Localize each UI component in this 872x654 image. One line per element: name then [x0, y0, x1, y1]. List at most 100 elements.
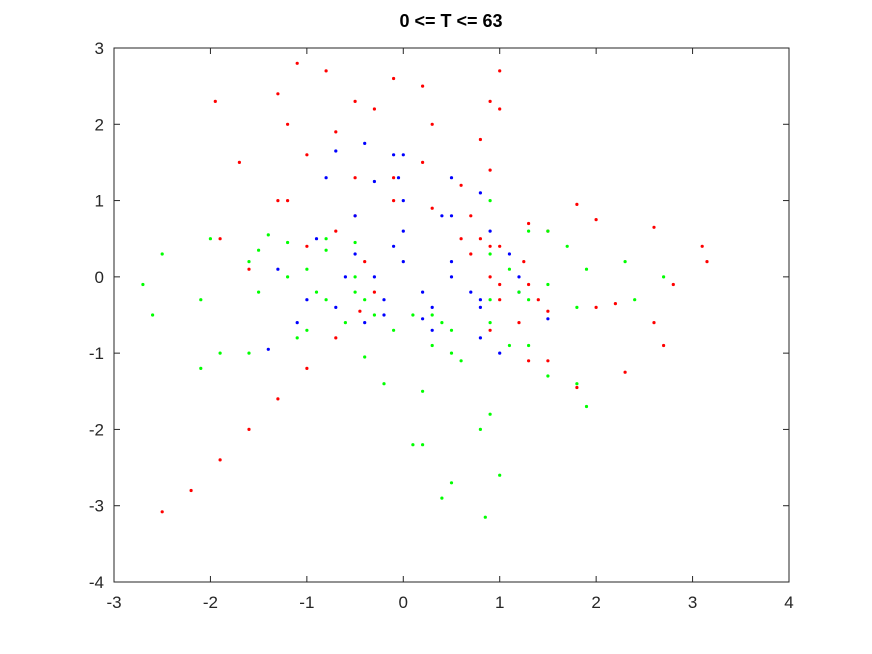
data-point-1-11: [478, 336, 482, 340]
x-tick-label: 3: [688, 593, 697, 612]
data-point-1-16: [421, 317, 425, 321]
y-tick-label: 2: [95, 115, 104, 134]
data-point-0-9: [363, 260, 367, 264]
data-point-2-59: [546, 282, 550, 287]
y-tick-label: -4: [89, 573, 104, 592]
data-point-2-0: [141, 282, 145, 287]
series-2: [141, 199, 666, 519]
data-point-0-10: [334, 229, 338, 233]
data-point-2-10: [363, 298, 367, 302]
x-tick-label: 1: [495, 593, 504, 612]
data-point-1-19: [546, 317, 550, 321]
data-point-1-36: [440, 214, 444, 218]
data-point-0-53: [613, 302, 618, 306]
data-point-2-35: [440, 321, 444, 325]
data-point-1-40: [430, 305, 434, 309]
data-point-0-60: [536, 298, 540, 302]
data-point-2-57: [565, 244, 569, 248]
data-point-1-5: [372, 179, 376, 184]
data-point-0-4: [276, 397, 280, 401]
data-point-0-22: [295, 61, 299, 65]
y-tick-label: -1: [89, 344, 104, 363]
data-point-2-37: [382, 382, 386, 386]
data-point-2-63: [324, 298, 328, 302]
data-point-1-31: [421, 290, 425, 294]
data-point-2-34: [459, 359, 463, 363]
data-point-1-4: [396, 176, 401, 180]
data-point-2-65: [324, 248, 328, 252]
data-point-0-61: [498, 282, 502, 287]
data-point-1-34: [449, 176, 454, 180]
data-point-2-54: [517, 290, 521, 294]
data-point-0-59: [594, 305, 598, 309]
data-point-0-50: [700, 244, 704, 248]
data-point-0-54: [546, 309, 550, 313]
data-point-0-36: [488, 99, 492, 103]
data-point-1-39: [382, 298, 386, 302]
data-point-1-27: [353, 252, 357, 256]
data-point-0-67: [469, 252, 473, 256]
data-point-2-64: [353, 275, 357, 279]
x-tick-label: -3: [106, 593, 121, 612]
series-1: [266, 141, 550, 355]
data-point-1-9: [382, 313, 386, 317]
data-point-1-8: [334, 305, 338, 309]
data-point-0-49: [652, 225, 656, 229]
y-tick-label: 1: [95, 192, 104, 211]
data-point-0-20: [286, 122, 290, 126]
data-point-1-20: [314, 237, 319, 241]
y-tick-label: -2: [89, 420, 104, 439]
data-point-0-38: [498, 107, 502, 111]
data-point-1-22: [401, 199, 405, 203]
data-point-0-26: [305, 153, 309, 157]
data-point-2-42: [488, 321, 492, 325]
data-point-1-26: [517, 275, 521, 279]
data-point-1-21: [353, 214, 357, 218]
data-point-2-6: [151, 313, 155, 317]
data-point-0-57: [662, 343, 666, 348]
data-point-1-12: [498, 351, 502, 355]
data-point-1-10: [430, 328, 434, 332]
data-point-0-7: [358, 309, 362, 313]
data-point-0-32: [421, 160, 425, 164]
data-point-2-32: [498, 473, 502, 477]
data-point-2-53: [575, 305, 579, 309]
data-point-1-13: [276, 267, 280, 271]
y-tick-label: 3: [95, 39, 104, 58]
data-point-2-26: [449, 328, 454, 332]
data-point-1-25: [507, 252, 511, 256]
data-point-2-29: [421, 443, 425, 447]
data-point-0-3: [247, 427, 251, 431]
data-point-0-11: [286, 199, 290, 203]
data-point-1-0: [324, 176, 328, 180]
data-point-2-14: [343, 321, 347, 325]
data-point-0-24: [353, 99, 357, 103]
data-point-2-30: [440, 496, 444, 500]
data-point-1-17: [478, 305, 482, 309]
data-point-2-45: [584, 404, 589, 409]
data-point-2-48: [488, 199, 492, 203]
data-point-2-31: [483, 515, 487, 519]
data-point-2-43: [527, 343, 531, 348]
data-point-2-11: [199, 366, 203, 370]
x-tick-label: -2: [203, 593, 218, 612]
data-point-2-19: [430, 313, 434, 317]
data-point-2-47: [507, 343, 511, 348]
series-0: [160, 61, 709, 514]
data-point-1-15: [363, 321, 367, 325]
data-point-2-18: [372, 313, 376, 317]
data-point-0-17: [305, 244, 309, 248]
data-point-0-43: [498, 244, 502, 248]
data-point-1-32: [372, 275, 376, 279]
data-point-0-25: [334, 130, 338, 134]
x-tick-label: 2: [591, 593, 600, 612]
data-point-2-22: [257, 248, 261, 252]
data-point-0-31: [430, 122, 434, 126]
data-point-1-7: [295, 321, 299, 325]
data-point-0-51: [705, 260, 709, 264]
data-point-0-2: [218, 458, 222, 462]
data-point-0-41: [430, 206, 434, 210]
data-point-0-21: [276, 92, 280, 96]
data-point-0-29: [392, 76, 396, 81]
